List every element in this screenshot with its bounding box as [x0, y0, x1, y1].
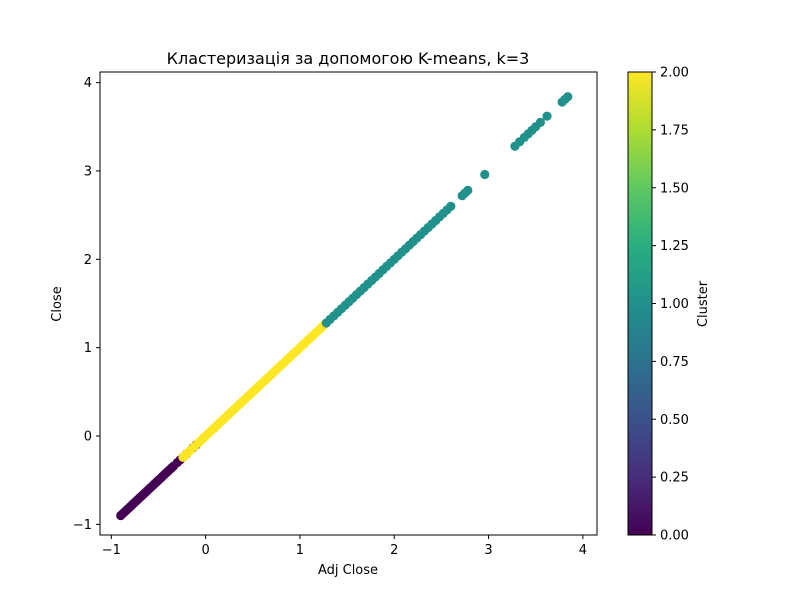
x-tick-label: 4 [579, 543, 587, 558]
chart-title: Кластеризація за допомогою K-means, k=3 [167, 49, 530, 68]
scatter-points [116, 92, 573, 521]
y-tick-label: 2 [84, 253, 92, 268]
y-tick-label: 1 [84, 341, 92, 356]
x-tick-label: 0 [201, 543, 209, 558]
scatter-point-cluster-1 [535, 117, 546, 127]
colorbar: 0.00 0.25 0.50 0.75 1.00 1.25 1.50 1.75 2.00 Clu… [627, 66, 711, 544]
x-axis-label: Adj Close [318, 563, 378, 578]
scatter-point-cluster-1 [480, 169, 490, 180]
colorbar-tick-label: 0.00 [660, 529, 689, 544]
scatter-point-cluster-1 [446, 201, 456, 211]
colorbar-tick-label: 2.00 [660, 66, 689, 81]
colorbar-tick-label: 1.00 [660, 297, 689, 312]
colorbar-label: Cluster [696, 280, 711, 327]
scatter-point-cluster-1 [563, 92, 573, 102]
y-tick-label: −1 [73, 518, 92, 533]
colorbar-tick-label: 1.50 [660, 181, 689, 196]
x-tick-label: −1 [102, 543, 121, 558]
colorbar-tick-label: 0.25 [660, 471, 689, 486]
y-axis-ticks: −1 0 1 2 3 4 [73, 76, 100, 533]
y-tick-label: 4 [84, 76, 92, 91]
colorbar-ticks: 0.00 0.25 0.50 0.75 1.00 1.25 1.50 1.75 2.00 [652, 66, 689, 544]
colorbar-tick-label: 0.50 [660, 413, 689, 428]
colorbar-tick-label: 1.25 [660, 239, 689, 254]
plot-area: −1 0 1 2 3 4 −1 0 1 2 3 4 [73, 71, 598, 558]
y-tick-label: 3 [84, 164, 92, 179]
x-tick-label: 1 [296, 543, 304, 558]
scatter-point-cluster-1 [542, 111, 552, 121]
colorbar-tick-label: 0.75 [660, 355, 689, 370]
x-axis-ticks: −1 0 1 2 3 4 [102, 535, 587, 558]
y-tick-label: 0 [84, 430, 92, 445]
x-tick-label: 2 [390, 543, 398, 558]
colorbar-tick-label: 1.75 [660, 123, 689, 138]
colorbar-gradient [628, 72, 652, 535]
axes-frame [99, 71, 598, 536]
y-axis-label: Close [50, 286, 65, 321]
x-tick-label: 3 [484, 543, 492, 558]
scatter-point-cluster-1 [463, 185, 473, 195]
